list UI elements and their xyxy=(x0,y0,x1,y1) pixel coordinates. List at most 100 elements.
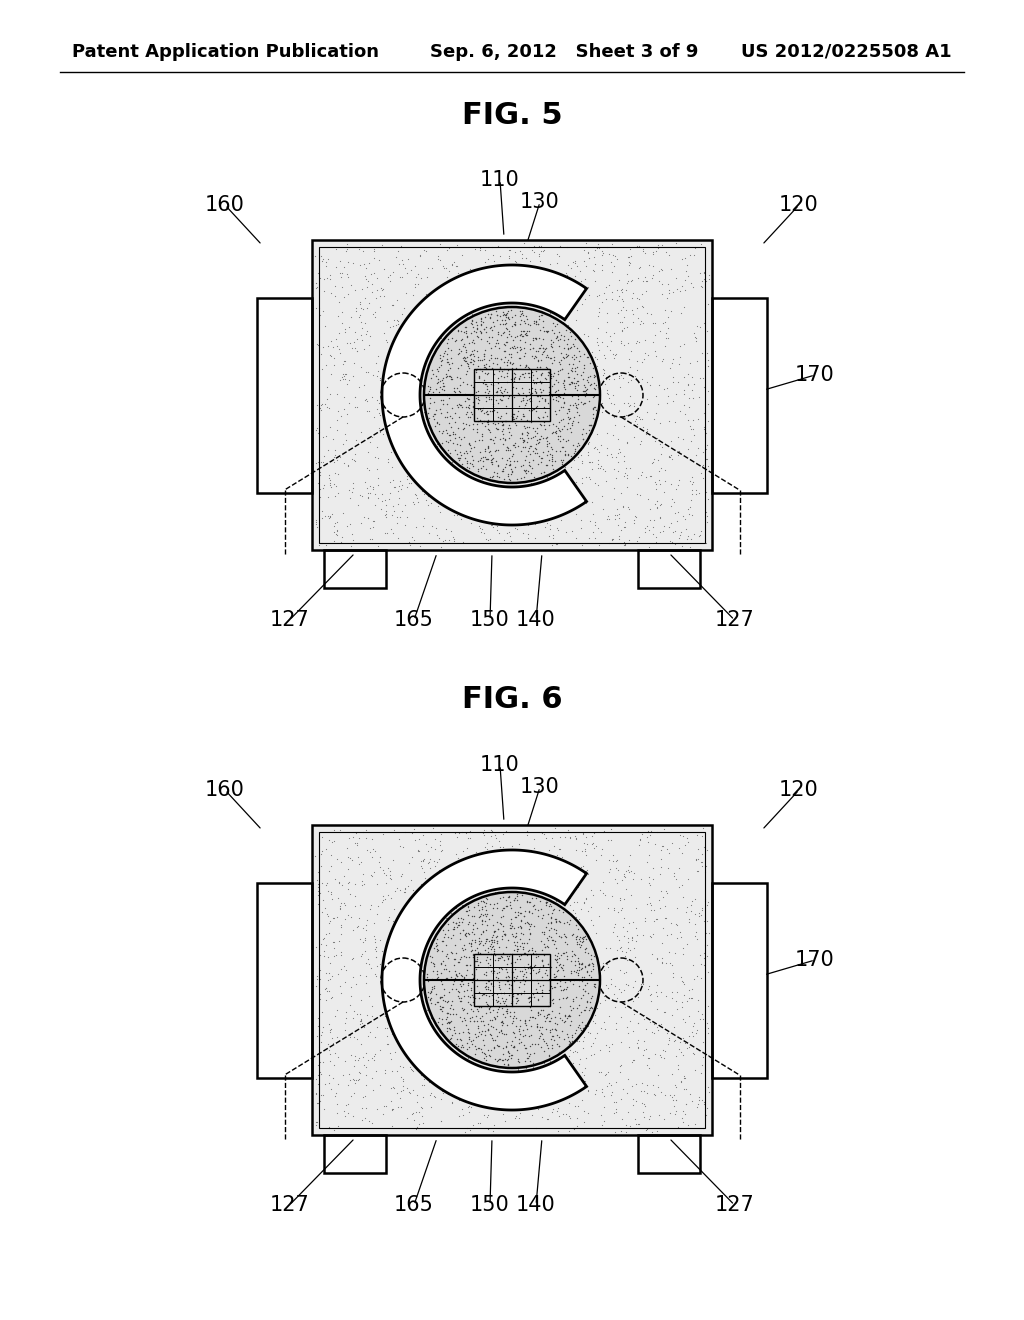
Point xyxy=(421,314,437,335)
Point xyxy=(562,863,579,884)
Point xyxy=(645,911,662,932)
Point xyxy=(318,376,335,397)
Point xyxy=(695,911,712,932)
Point xyxy=(504,405,520,426)
Point xyxy=(314,826,331,847)
Point xyxy=(585,986,601,1007)
Point xyxy=(545,480,561,502)
Point xyxy=(472,942,488,964)
Point xyxy=(671,527,687,548)
Point xyxy=(522,957,539,978)
Point xyxy=(531,338,548,359)
Point xyxy=(586,837,602,858)
Point xyxy=(513,422,529,444)
Point xyxy=(442,479,459,500)
Point xyxy=(332,820,348,841)
Point xyxy=(465,991,481,1012)
Point xyxy=(539,436,555,457)
Point xyxy=(622,1115,638,1137)
Point xyxy=(498,304,514,325)
Point xyxy=(318,389,335,411)
Point xyxy=(548,1001,564,1022)
Point xyxy=(514,304,530,325)
Point xyxy=(528,981,545,1002)
Point xyxy=(465,350,481,371)
Point xyxy=(455,388,471,409)
Point xyxy=(502,944,518,965)
Point xyxy=(557,445,573,466)
Point xyxy=(395,1038,412,1059)
Point xyxy=(441,1012,458,1034)
Point xyxy=(577,380,593,401)
Point xyxy=(401,1047,418,1068)
Point xyxy=(609,940,626,961)
Point xyxy=(525,418,542,440)
Point xyxy=(504,358,520,379)
Point xyxy=(534,982,550,1003)
Point xyxy=(512,240,528,261)
Point xyxy=(494,421,510,442)
Point xyxy=(687,331,703,352)
Point xyxy=(543,441,559,462)
Point xyxy=(698,271,715,292)
Point xyxy=(358,323,375,345)
Point xyxy=(530,1019,547,1040)
Point xyxy=(518,1049,535,1071)
Point xyxy=(321,921,337,942)
Point xyxy=(680,363,696,384)
Point xyxy=(614,321,631,342)
Point xyxy=(478,363,495,384)
Point xyxy=(490,360,507,381)
Point xyxy=(559,445,575,466)
Point xyxy=(551,900,567,921)
Point xyxy=(557,477,573,498)
Point xyxy=(535,441,551,462)
Point xyxy=(486,939,503,960)
Point xyxy=(451,915,467,936)
Point xyxy=(337,1012,353,1034)
Point xyxy=(364,895,380,916)
Point xyxy=(526,956,543,977)
Point xyxy=(445,422,462,444)
Point xyxy=(514,355,530,376)
Point xyxy=(415,825,431,846)
Point xyxy=(663,259,679,280)
Point xyxy=(337,368,353,389)
Point xyxy=(395,837,412,858)
Point xyxy=(495,379,511,400)
Point xyxy=(610,929,627,950)
Point xyxy=(479,436,496,457)
Point xyxy=(523,981,540,1002)
Point xyxy=(530,867,547,888)
Point xyxy=(696,888,713,909)
Point xyxy=(634,408,650,429)
Point xyxy=(553,409,569,430)
Point xyxy=(513,321,529,342)
Point xyxy=(401,399,418,420)
Point xyxy=(542,1022,558,1043)
Point xyxy=(420,853,436,874)
Point xyxy=(309,395,326,416)
Point xyxy=(479,304,496,325)
Point xyxy=(428,399,444,420)
Point xyxy=(496,920,512,941)
Point xyxy=(518,385,535,407)
Point xyxy=(614,319,631,341)
Point xyxy=(574,293,591,314)
Point xyxy=(471,907,487,928)
Point xyxy=(615,306,632,327)
Point xyxy=(535,338,551,359)
Point xyxy=(310,1020,327,1041)
Point xyxy=(591,442,607,463)
Point xyxy=(614,870,631,891)
Point xyxy=(425,363,441,384)
Point xyxy=(527,528,544,549)
Point xyxy=(656,470,673,491)
Point xyxy=(614,941,631,962)
Point xyxy=(500,919,516,940)
Point xyxy=(429,851,445,873)
Point xyxy=(684,484,700,506)
Point xyxy=(429,928,445,949)
Point xyxy=(505,498,521,519)
Point xyxy=(440,1035,457,1056)
